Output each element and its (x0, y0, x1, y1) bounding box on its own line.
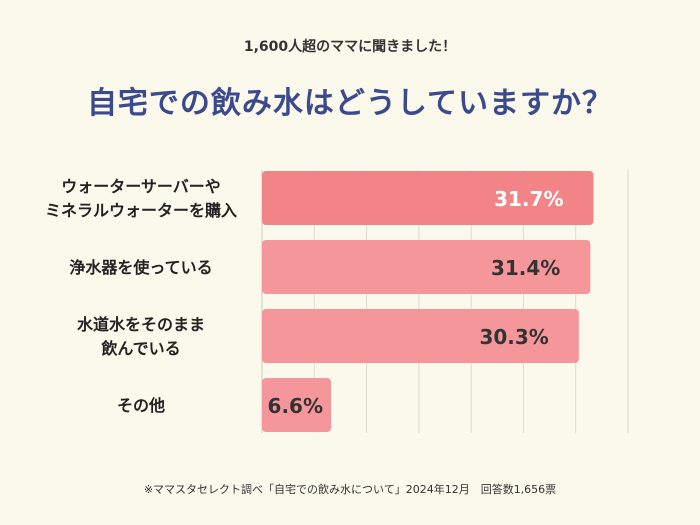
data-label: 31.7% (494, 187, 563, 211)
bar (262, 309, 579, 363)
data-label: 6.6% (268, 394, 323, 418)
bar (262, 378, 332, 432)
chart-subtitle: 1,600人超のママに聞きました！ (243, 39, 457, 55)
category-label: ウォーターサーバーや (61, 177, 221, 196)
survey-footnote: ※ママスタセレクト調べ「自宅での飲み水について」2024年12月 回答数1,65… (143, 483, 557, 496)
category-label: ミネラルウォーターを購入 (45, 201, 237, 220)
category-label: その他 (117, 396, 165, 415)
category-label: 水道水をそのまま (77, 315, 205, 334)
chart-title: 自宅での飲み水はどうしていますか？ (86, 86, 614, 121)
data-label: 30.3% (479, 325, 548, 349)
category-label: 飲んでいる (100, 339, 180, 358)
bar (262, 240, 591, 294)
category-label: 浄水器を使っている (69, 258, 212, 277)
data-label: 31.4% (491, 256, 560, 280)
bar (262, 171, 594, 225)
